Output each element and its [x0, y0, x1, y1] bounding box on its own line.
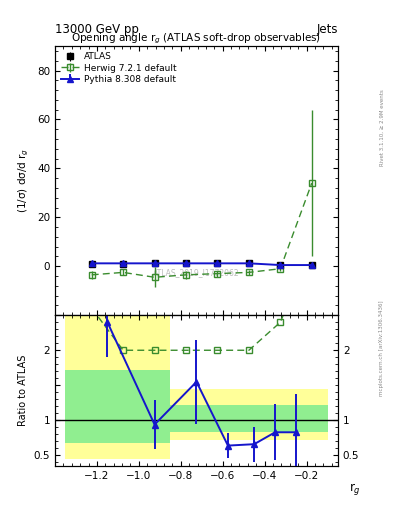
Text: ATLAS_2019_I1772062: ATLAS_2019_I1772062 [153, 268, 240, 276]
Y-axis label: (1/σ) dσ/d r$_g$: (1/σ) dσ/d r$_g$ [17, 148, 31, 214]
Text: 13000 GeV pp: 13000 GeV pp [55, 23, 139, 36]
Legend: ATLAS, Herwig 7.2.1 default, Pythia 8.308 default: ATLAS, Herwig 7.2.1 default, Pythia 8.30… [59, 51, 178, 86]
Text: Jets: Jets [316, 23, 338, 36]
Y-axis label: Ratio to ATLAS: Ratio to ATLAS [18, 355, 28, 426]
X-axis label: r$_g$: r$_g$ [349, 481, 361, 497]
Text: Rivet 3.1.10, ≥ 2.9M events: Rivet 3.1.10, ≥ 2.9M events [380, 90, 384, 166]
Title: Opening angle r$_g$ (ATLAS soft-drop observables): Opening angle r$_g$ (ATLAS soft-drop obs… [72, 32, 321, 46]
Text: mcplots.cern.ch [arXiv:1306.3436]: mcplots.cern.ch [arXiv:1306.3436] [380, 301, 384, 396]
